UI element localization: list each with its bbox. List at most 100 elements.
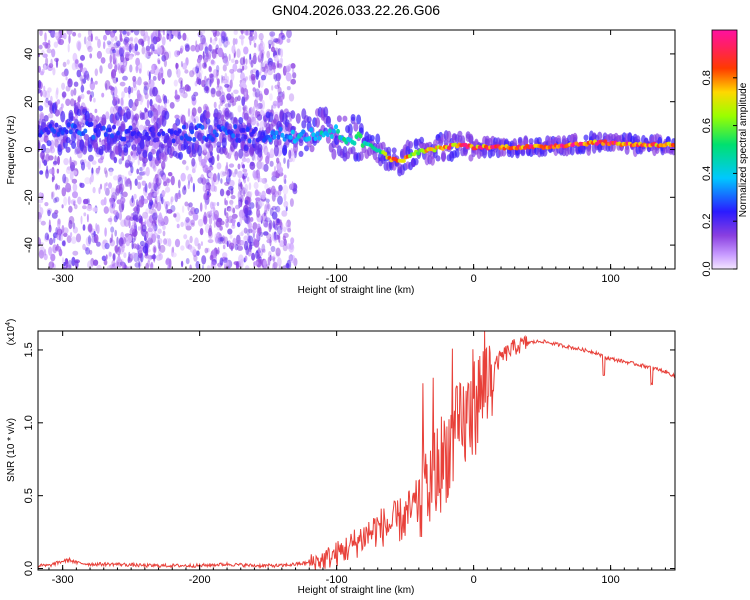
- spectrogram-ridge-halo: [597, 131, 603, 141]
- spectrogram-ridge-halo: [347, 123, 353, 136]
- spectrogram-noise-blob: [180, 245, 185, 251]
- spectrogram-ridge-halo: [147, 110, 153, 119]
- spectrogram-ridge-halo: [145, 119, 151, 127]
- spectrogram-noise-blob: [147, 35, 150, 46]
- spectrogram-noise-blob: [213, 69, 218, 78]
- spectrogram-noise-blob: [203, 194, 206, 200]
- spectrogram-noise-blob: [180, 172, 186, 182]
- spectrogram-ridge-halo: [276, 138, 282, 146]
- spectrogram-noise-blob: [222, 252, 228, 259]
- spectrogram-noise-blob: [152, 75, 157, 81]
- spectrogram-noise-blob: [38, 79, 42, 89]
- spectrogram-noise-blob: [90, 33, 93, 42]
- spectrogram-noise-blob: [95, 223, 98, 232]
- snr-x-tick-label: 100: [601, 574, 619, 586]
- spectrogram-ridge-core: [336, 128, 340, 134]
- colorbar-tick-label: 0.6: [701, 118, 713, 133]
- spectrogram-noise-blob: [260, 74, 267, 81]
- spectrogram-noise-blob: [208, 157, 212, 164]
- spectrogram-noise-blob: [65, 98, 71, 107]
- spectrogram-noise-blob: [44, 232, 49, 241]
- spectrogram-noise-blob: [157, 182, 161, 190]
- colorbar-label: Normalized spectral amplitude: [738, 82, 749, 217]
- spectrogram-noise-blob: [71, 256, 76, 267]
- spectrogram-noise-blob: [237, 105, 242, 113]
- spectrogram-noise-blob: [292, 72, 297, 79]
- spectrogram-noise-blob: [250, 73, 256, 81]
- spectrogram-ridge-core: [89, 121, 94, 127]
- spectrogram-noise-blob: [273, 74, 276, 80]
- spectrogram-ridge-halo: [273, 144, 279, 157]
- spectrogram-noise-blob: [38, 203, 41, 209]
- spectrogram-ridge-halo: [205, 110, 211, 119]
- spectrogram-noise-blob: [92, 186, 96, 194]
- spectrogram-noise-blob: [155, 36, 161, 42]
- spectrogram-noise-blob: [138, 68, 142, 74]
- spectrogram-noise-blob: [109, 197, 114, 205]
- spectrogram-noise-blob: [215, 71, 218, 81]
- spectrogram-noise-blob: [83, 198, 89, 205]
- spectrogram-noise-blob: [105, 187, 110, 196]
- spectrogram-noise-blob: [77, 62, 84, 69]
- spectrogram-noise-blob: [214, 36, 218, 42]
- spectrogram-noise-blob: [161, 136, 164, 142]
- spectrogram-noise-blob: [278, 233, 281, 244]
- spectrogram-noise-blob: [54, 57, 60, 63]
- spectrogram-noise-blob: [269, 236, 272, 247]
- spectrogram-noise-blob: [221, 74, 223, 84]
- spectrogram-noise-blob: [211, 259, 217, 266]
- spectrogram-noise-blob: [38, 236, 42, 247]
- spectrogram-noise-blob: [112, 252, 116, 261]
- spectrogram-noise-blob: [255, 197, 261, 202]
- spectrogram-noise-blob: [118, 64, 122, 74]
- spectrogram-noise-blob: [138, 253, 142, 259]
- spectrogram-noise-blob: [272, 100, 278, 107]
- spectrogram-noise-blob: [165, 186, 171, 193]
- spectrogram-noise-blob: [77, 96, 81, 103]
- spectrogram-ridge-core: [276, 134, 281, 140]
- spectrogram-noise-blob: [136, 168, 140, 175]
- spectrogram-noise-blob: [127, 154, 131, 163]
- spectrogram-noise-blob: [157, 168, 164, 177]
- spectrogram-noise-blob: [184, 69, 189, 74]
- spectrogram-noise-blob: [48, 224, 52, 233]
- spectrogram-noise-blob: [117, 98, 120, 105]
- spectrogram-noise-blob: [137, 244, 140, 255]
- spectrogram-noise-blob: [195, 260, 200, 269]
- spectrogram-noise-blob: [44, 32, 47, 42]
- spectrogram-x-tick-label: 100: [601, 273, 619, 285]
- spectrogram-noise-blob: [54, 183, 58, 191]
- spectrogram-noise-blob: [50, 253, 56, 262]
- spectrogram-noise-blob: [101, 92, 105, 98]
- spectrogram-noise-blob: [103, 167, 107, 175]
- spectrogram-ridge-core: [91, 134, 96, 140]
- spectrogram-noise-blob: [61, 204, 64, 209]
- spectrogram-ridge-halo: [331, 148, 337, 160]
- spectrogram-noise-blob: [252, 170, 257, 179]
- spectrogram-noise-blob: [222, 171, 227, 177]
- spectrogram-noise-blob: [237, 170, 244, 179]
- spectrogram-noise-blob: [142, 170, 147, 176]
- spectrogram-ridge-halo: [197, 144, 203, 157]
- spectrogram-noise-blob: [174, 238, 181, 248]
- spectrogram-noise-blob: [109, 106, 114, 115]
- spectrogram-noise-blob: [137, 255, 140, 263]
- spectrogram-noise-blob: [110, 33, 115, 43]
- spectrogram-noise-blob: [106, 265, 113, 269]
- spectrogram-noise-blob: [270, 32, 274, 41]
- spectrogram-noise-blob: [58, 38, 64, 46]
- spectrogram-noise-blob: [267, 202, 270, 212]
- spectrogram-noise-blob: [146, 195, 152, 201]
- spectrogram-noise-blob: [247, 235, 254, 244]
- spectrogram-noise-blob: [216, 154, 220, 162]
- spectrogram-noise-blob: [149, 208, 152, 215]
- spectrogram-noise-blob: [281, 210, 288, 217]
- spectrogram-noise-blob: [229, 68, 235, 74]
- spectrogram-noise-blob: [281, 35, 286, 40]
- spectrogram-noise-blob: [87, 223, 93, 233]
- spectrogram-noise-blob: [218, 37, 223, 47]
- spectrogram-noise-blob: [103, 34, 107, 41]
- spectrogram-noise-blob: [49, 146, 55, 154]
- snr-panel: -300 -200 -100 0 100 0.0 0.5 1.0 1.5 Height of …: [5, 319, 676, 596]
- spectrogram-noise-blob: [123, 217, 130, 227]
